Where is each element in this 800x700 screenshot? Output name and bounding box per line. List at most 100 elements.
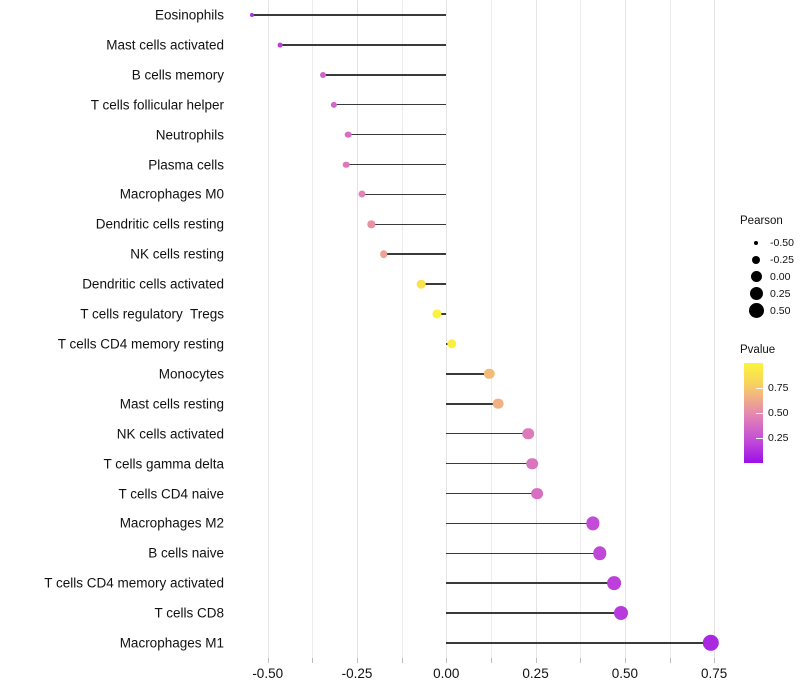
x-axis-tick-mark	[446, 658, 448, 663]
lollipop-dot[interactable]	[277, 42, 283, 48]
legend-pearson-item: 0.00	[744, 268, 800, 285]
legend-pearson-item: -0.25	[744, 251, 800, 268]
x-axis-tick-mark	[714, 658, 716, 663]
lollipop-dot[interactable]	[614, 606, 629, 621]
grid-line-major	[624, 0, 626, 658]
lollipop-stem	[446, 492, 538, 495]
lollipop-stem	[280, 44, 447, 46]
legend-pearson-item: 0.50	[744, 302, 800, 319]
grid-line-minor	[580, 0, 582, 658]
lollipop-stem	[446, 402, 499, 405]
x-axis-labels: -0.50 -0.25 0.00 0.25 0.50 0.75	[232, 658, 732, 688]
lollipop-dot[interactable]	[432, 309, 442, 319]
lollipop-dot[interactable]	[492, 398, 504, 410]
lollipop-dot[interactable]	[607, 576, 622, 591]
y-axis-label: Mast cells resting	[119, 396, 224, 412]
lollipop-stem	[362, 193, 447, 196]
legend-pvalue-colorbar-wrap: 0.75 0.50 0.25	[744, 363, 800, 463]
lollipop-stem	[446, 582, 615, 585]
plot-panel	[232, 0, 732, 658]
lollipop-stem	[333, 103, 447, 106]
y-axis-label: NK cells resting	[130, 246, 224, 262]
x-axis-tick-mark	[669, 658, 671, 663]
legend-pearson-item: 0.25	[744, 285, 800, 302]
y-axis-label: T cells CD4 memory resting	[57, 336, 224, 352]
lollipop-dot[interactable]	[344, 131, 352, 138]
x-axis-tick-mark	[490, 658, 492, 663]
legend-pearson-label: -0.25	[770, 253, 794, 266]
y-axis-label: T cells CD8	[154, 605, 224, 621]
lollipop-dot[interactable]	[531, 487, 544, 500]
lollipop-dot[interactable]	[483, 368, 495, 380]
grid-line-major	[446, 0, 448, 658]
lollipop-dot[interactable]	[416, 279, 426, 289]
y-axis-label: NK cells activated	[116, 425, 224, 441]
lollipop-dot[interactable]	[593, 546, 607, 561]
lollipop-dot[interactable]	[586, 516, 600, 531]
legend-pearson-dot	[744, 255, 768, 264]
y-axis-label: B cells naive	[148, 545, 224, 561]
grid-line-major	[267, 0, 269, 658]
y-axis-label: Mast cells activated	[106, 37, 224, 53]
lollipop-dot[interactable]	[342, 161, 350, 168]
x-axis-tick-mark	[535, 658, 537, 663]
lollipop-dot[interactable]	[330, 101, 337, 108]
colorbar-tick-label: 0.25	[768, 432, 789, 444]
x-axis-tick-label: 0.50	[611, 666, 638, 681]
lollipop-stem	[446, 612, 622, 614]
x-axis-tick-mark	[267, 658, 269, 663]
lollipop-stem	[446, 642, 711, 644]
legend-pearson-label: 0.00	[770, 270, 791, 283]
x-axis-tick-label: -0.25	[341, 666, 373, 681]
y-axis-label: T cells CD4 naive	[118, 485, 224, 501]
lollipop-stem	[421, 283, 447, 285]
legend-pearson-item: -0.50	[744, 234, 800, 251]
legend-pearson: Pearson -0.50 -0.25 0.00 0.25 0.50	[740, 215, 800, 319]
lollipop-stem	[446, 373, 490, 375]
legend-pearson-label: -0.50	[770, 236, 794, 249]
x-axis-tick-mark	[357, 658, 358, 663]
y-axis-label: Macrophages M0	[119, 186, 224, 202]
y-axis-label: T cells gamma delta	[103, 455, 224, 471]
y-axis-label: Dendritic cells activated	[82, 276, 224, 292]
grid-line-major	[535, 0, 537, 658]
lollipop-dot[interactable]	[526, 457, 538, 470]
lollipop-dot[interactable]	[367, 220, 375, 228]
legend-pearson-label: 0.50	[770, 304, 791, 317]
legend-pearson-title: Pearson	[740, 215, 783, 227]
legend-pearson-dot	[744, 271, 768, 282]
colorbar-tick-label: 0.50	[768, 407, 789, 419]
lollipop-dot[interactable]	[702, 634, 719, 652]
lollipop-dot[interactable]	[522, 427, 535, 440]
x-axis-tick-label: 0.00	[433, 666, 460, 681]
y-axis-label: T cells follicular helper	[90, 96, 224, 112]
y-axis-labels: Eosinophils Mast cells activated B cells m…	[0, 0, 224, 658]
x-axis-tick-mark	[624, 658, 626, 663]
grid-line-major	[357, 0, 358, 658]
lollipop-stem	[446, 432, 529, 435]
legend-pvalue-title: Pvalue	[740, 344, 776, 356]
x-axis-tick-mark	[401, 658, 403, 663]
lollipop-dot[interactable]	[320, 71, 327, 78]
grid-line-major	[714, 0, 716, 658]
lollipop-dot[interactable]	[358, 190, 366, 198]
lollipop-dot[interactable]	[379, 250, 388, 259]
colorbar-tick-mark	[756, 388, 763, 389]
legend-pvalue: Pvalue 0.75 0.50 0.25	[740, 344, 800, 463]
y-axis-label: T cells CD4 memory activated	[44, 575, 224, 591]
legend-pearson-dot	[744, 287, 768, 300]
lollipop-stem	[348, 133, 447, 136]
x-axis-tick-label: -0.50	[252, 666, 284, 681]
lollipop-dot[interactable]	[249, 12, 254, 17]
lollipop-dot[interactable]	[446, 339, 457, 349]
colorbar-tick-mark	[756, 413, 763, 414]
y-axis-label: T cells regulatory Tregs	[80, 306, 224, 322]
legend-pearson-label: 0.25	[770, 287, 791, 300]
lollipop-stem	[446, 462, 532, 465]
y-axis-label: Macrophages M2	[119, 515, 224, 531]
lollipop-stem	[346, 163, 447, 166]
legend-pearson-items: -0.50 -0.25 0.00 0.25 0.50	[740, 234, 800, 319]
y-axis-label: Eosinophils	[154, 7, 224, 23]
lollipop-stem	[371, 223, 447, 226]
